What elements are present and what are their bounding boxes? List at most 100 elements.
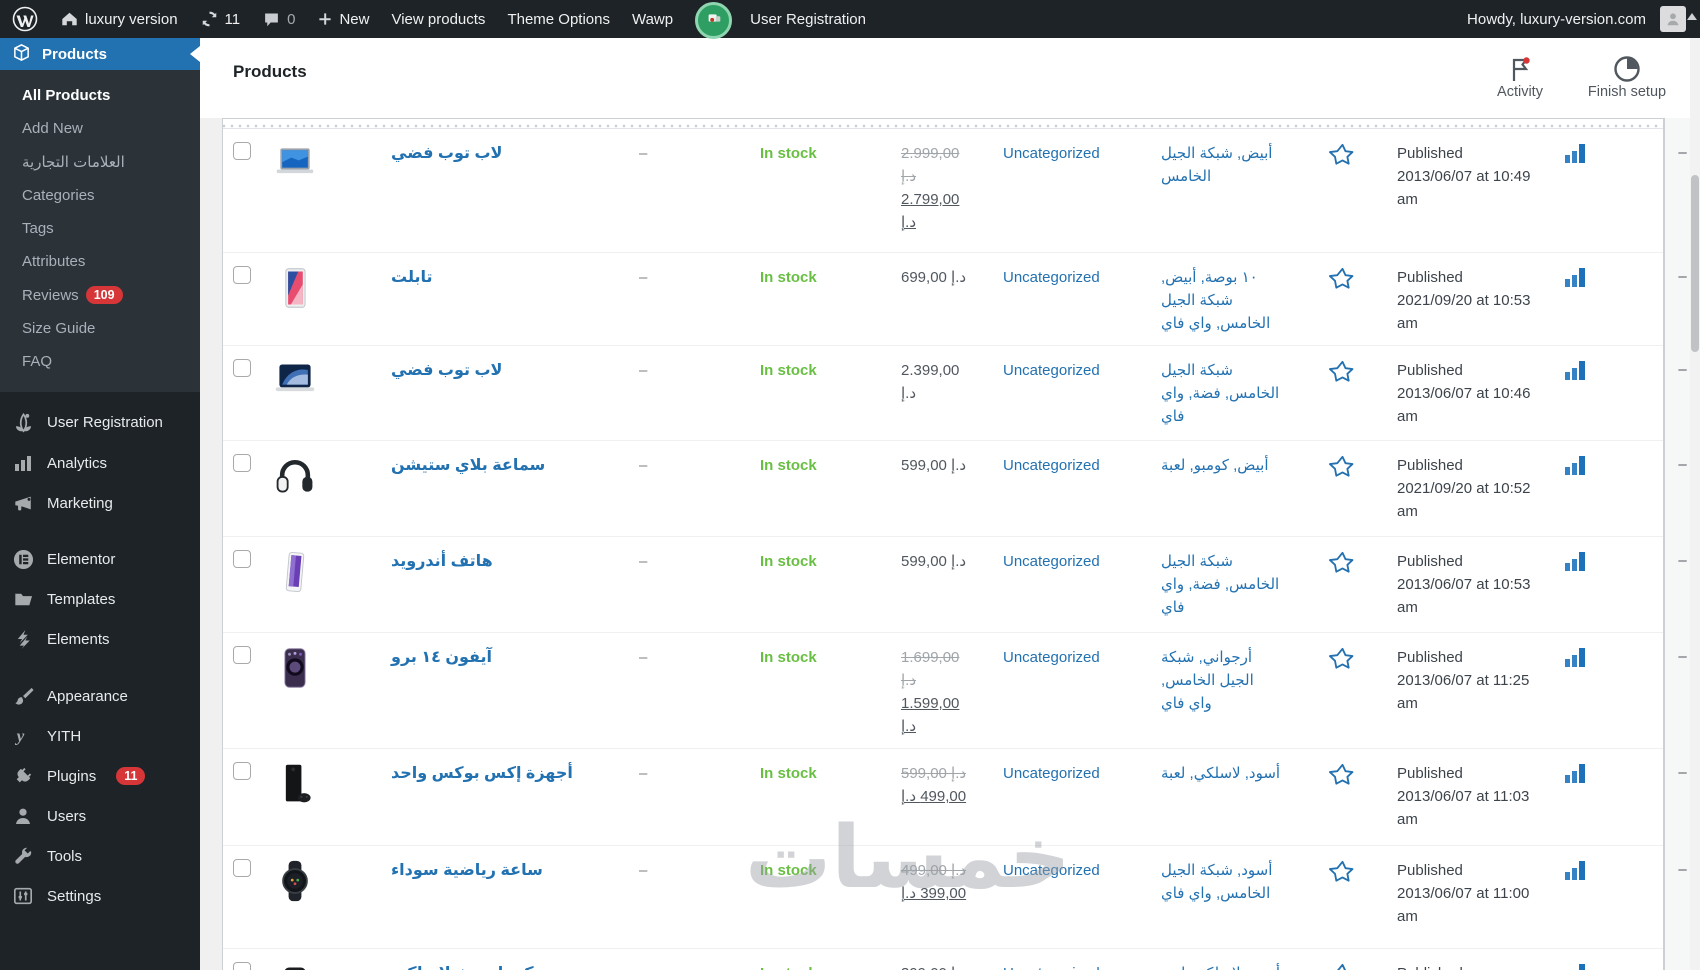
product-name-link[interactable]: أجهزة إكس بوكس واحد: [391, 765, 573, 782]
sidebar-item-settings[interactable]: Settings: [0, 876, 200, 916]
tags-links[interactable]: أسود, لاسلكي, لعبة: [1161, 765, 1281, 782]
sidebar-subitem-1[interactable]: Add New: [0, 112, 200, 145]
product-image[interactable]: [273, 454, 317, 498]
product-image[interactable]: [273, 859, 317, 903]
sidebar-subitem-8[interactable]: FAQ: [0, 345, 200, 378]
sidebar-item-users[interactable]: Users: [0, 796, 200, 836]
product-image[interactable]: [273, 266, 317, 310]
sales-stats-icon[interactable]: [1563, 550, 1589, 581]
featured-star-icon[interactable]: [1329, 762, 1356, 795]
featured-star-icon[interactable]: [1329, 962, 1356, 970]
product-name-link[interactable]: سبيكر بلوتوث لاسلكي: [391, 965, 562, 970]
product-name-link[interactable]: ساعة رياضية سوداء: [391, 862, 543, 879]
sidebar-item-plugins[interactable]: Plugins 11: [0, 756, 200, 796]
sidebar-subitem-2[interactable]: العلامات التجارية: [0, 145, 200, 179]
howdy-account-menu[interactable]: Howdy, luxury-version.com: [1467, 6, 1686, 32]
activity-button[interactable]: Activity: [1465, 52, 1575, 100]
category-link[interactable]: Uncategorized: [1003, 862, 1100, 879]
product-image[interactable]: [273, 646, 317, 690]
vertical-scrollbar-thumb[interactable]: [1691, 175, 1699, 352]
row-checkbox[interactable]: [233, 859, 251, 877]
category-link[interactable]: Uncategorized: [1003, 553, 1100, 570]
featured-star-icon[interactable]: [1329, 859, 1356, 892]
featured-star-icon[interactable]: [1329, 359, 1356, 392]
new-menu[interactable]: New: [317, 11, 369, 28]
featured-star-icon[interactable]: [1329, 266, 1356, 299]
sidebar-item-templates[interactable]: Templates: [0, 580, 200, 619]
sidebar-item-elements[interactable]: Elements: [0, 619, 200, 660]
row-checkbox[interactable]: [233, 550, 251, 568]
product-image[interactable]: [273, 762, 317, 806]
product-image[interactable]: [273, 359, 317, 403]
product-image[interactable]: [273, 550, 317, 594]
category-link[interactable]: Uncategorized: [1003, 765, 1100, 782]
updates-link[interactable]: 11: [200, 10, 240, 28]
tags-links[interactable]: ١٠ بوصة, أبيض, شبكة الجيل الخامس, واي فا…: [1161, 269, 1271, 332]
sidebar-item-analytics[interactable]: Analytics: [0, 443, 200, 483]
scrollbar-up-arrow[interactable]: [1687, 13, 1697, 20]
featured-star-icon[interactable]: [1329, 142, 1356, 175]
wawp-link[interactable]: Wawp: [631, 10, 674, 28]
tags-links[interactable]: شبكة الجيل الخامس, فضة, واي فاي: [1161, 553, 1280, 616]
sidebar-item-yith[interactable]: y YITH: [0, 716, 200, 756]
category-link[interactable]: Uncategorized: [1003, 362, 1100, 379]
featured-star-icon[interactable]: [1329, 646, 1356, 679]
category-link[interactable]: Uncategorized: [1003, 965, 1100, 970]
tags-links[interactable]: أسود, شبكة الجيل الخامس, واي فاي: [1161, 862, 1273, 902]
sidebar-subitem-6[interactable]: Reviews 109: [0, 278, 200, 312]
sales-stats-icon[interactable]: [1563, 646, 1589, 677]
row-checkbox[interactable]: [233, 142, 251, 160]
tags-links[interactable]: أبيض, شبكة الجيل الخامس: [1161, 145, 1273, 185]
sidebar-subitem-3[interactable]: Categories: [0, 179, 200, 212]
sales-stats-icon[interactable]: [1563, 359, 1589, 390]
product-name-link[interactable]: هاتف أندرويد: [391, 553, 493, 570]
row-checkbox[interactable]: [233, 359, 251, 377]
row-checkbox[interactable]: [233, 454, 251, 472]
sidebar-item-marketing[interactable]: Marketing: [0, 483, 200, 523]
product-image[interactable]: [273, 142, 317, 186]
row-checkbox[interactable]: [233, 646, 251, 664]
site-name-link[interactable]: luxury version: [60, 10, 178, 28]
row-checkbox[interactable]: [233, 962, 251, 970]
sidebar-subitem-4[interactable]: Tags: [0, 212, 200, 245]
tags-links[interactable]: أبيض, كومبو, لعبة: [1161, 457, 1269, 474]
category-link[interactable]: Uncategorized: [1003, 145, 1100, 162]
featured-star-icon[interactable]: [1329, 454, 1356, 487]
sidebar-item-tools[interactable]: Tools: [0, 836, 200, 876]
sidebar-item-user-registration[interactable]: User Registration: [0, 402, 200, 443]
sidebar-item-elementor[interactable]: Elementor: [0, 539, 200, 580]
sidebar-subitem-5[interactable]: Attributes: [0, 245, 200, 278]
sales-stats-icon[interactable]: [1563, 266, 1589, 297]
sales-stats-icon[interactable]: [1563, 859, 1589, 890]
sidebar-subitem-0[interactable]: All Products: [0, 79, 200, 112]
product-name-link[interactable]: آيفون ١٤ برو: [391, 649, 493, 666]
wordpress-menu[interactable]: [12, 6, 38, 32]
sidebar-item-products[interactable]: Products: [0, 38, 200, 70]
vertical-scrollbar[interactable]: [1690, 38, 1700, 970]
row-checkbox[interactable]: [233, 266, 251, 284]
product-name-link[interactable]: تابلت: [391, 269, 433, 286]
comments-link[interactable]: 0: [262, 11, 295, 28]
category-link[interactable]: Uncategorized: [1003, 649, 1100, 666]
sales-stats-icon[interactable]: [1563, 454, 1589, 485]
sales-stats-icon[interactable]: [1563, 762, 1589, 793]
product-name-link[interactable]: لاب توب فضي: [391, 362, 503, 379]
product-image[interactable]: [273, 962, 317, 970]
tags-links[interactable]: أسود, لاسلكي, لعبة: [1161, 965, 1280, 970]
view-products-link[interactable]: View products: [391, 10, 486, 28]
table-horizontal-scrollbar[interactable]: [223, 119, 1663, 129]
finish-setup-button[interactable]: Finish setup: [1572, 52, 1682, 100]
category-link[interactable]: Uncategorized: [1003, 269, 1100, 286]
tags-links[interactable]: شبكة الجيل الخامس, فضة, واي فاي: [1161, 362, 1280, 425]
theme-options-link[interactable]: Theme Options: [507, 10, 610, 28]
sales-stats-icon[interactable]: [1563, 142, 1589, 173]
product-name-link[interactable]: سماعة بلاي ستيشن: [391, 457, 546, 474]
sidebar-subitem-7[interactable]: Size Guide: [0, 312, 200, 345]
user-registration-topbar-link[interactable]: User Registration: [750, 10, 866, 28]
sidebar-item-appearance[interactable]: Appearance: [0, 676, 200, 716]
product-name-link[interactable]: لاب توب فضي: [391, 145, 503, 162]
wawp-avatar-icon[interactable]: [695, 1, 733, 39]
row-checkbox[interactable]: [233, 762, 251, 780]
sales-stats-icon[interactable]: [1563, 962, 1589, 970]
tags-links[interactable]: أرجواني, شبكة الجيل الخامس, واي فاي: [1161, 649, 1254, 712]
